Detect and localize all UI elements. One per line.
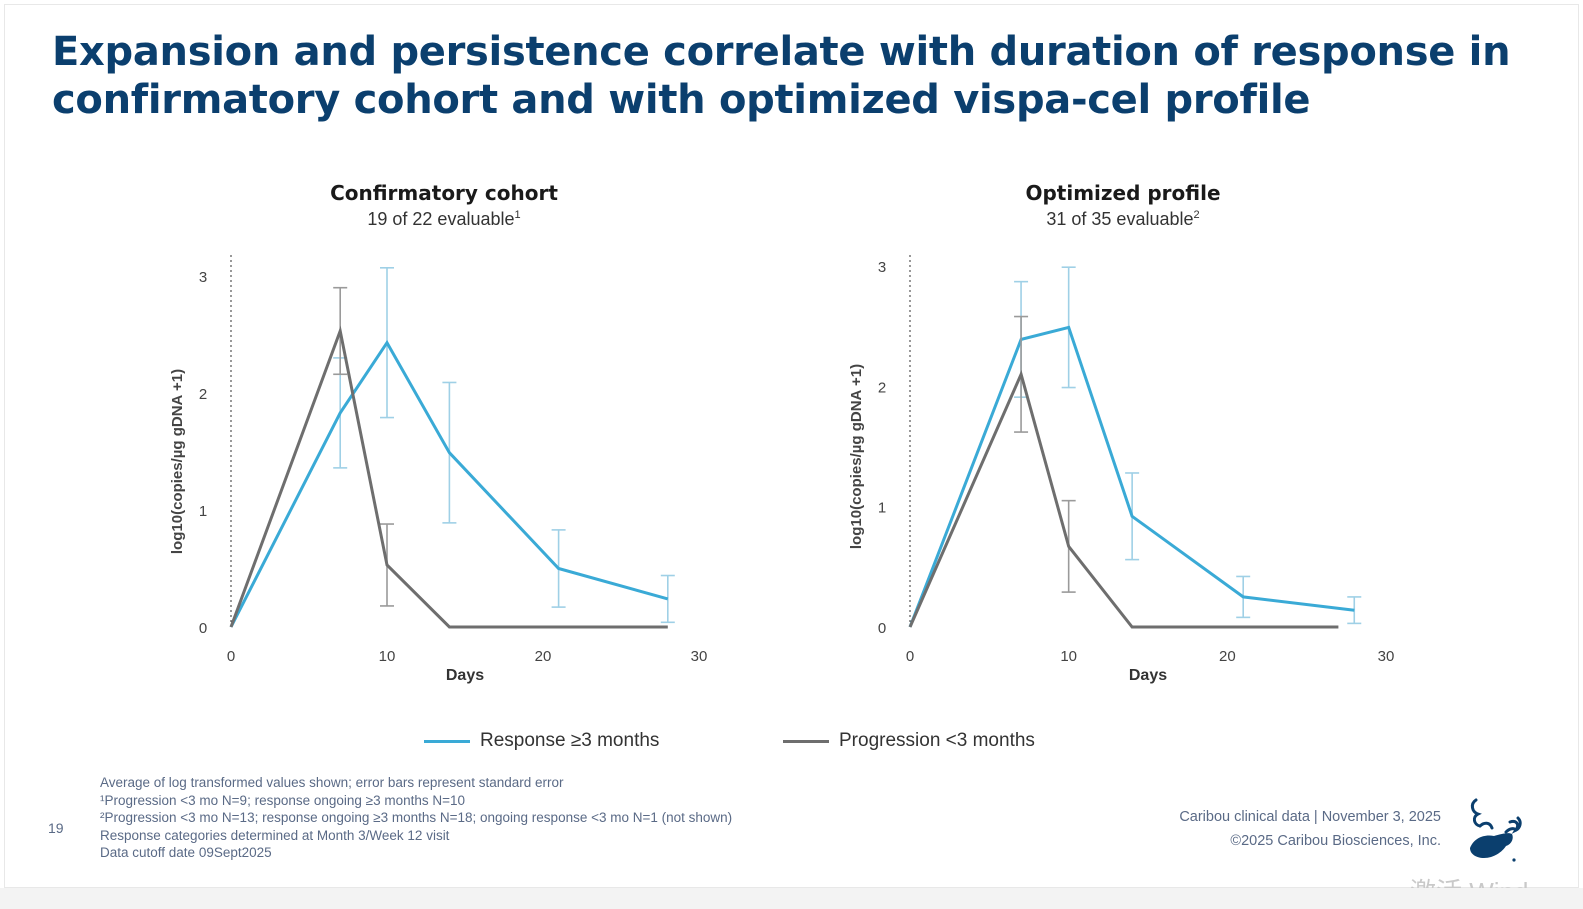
series-line-response (908, 325, 1355, 628)
footnote-line: ²Progression <3 mo N=13; response ongoin… (100, 810, 733, 826)
footnote-line: Average of log transformed values shown;… (100, 775, 564, 790)
legend-swatch-response (424, 739, 470, 743)
slide-title-line1: Expansion and persistence correlate with… (52, 29, 1511, 75)
series-line-progression (229, 325, 668, 629)
charts-canvas: Confirmatory cohort 19 of 22 evaluable1 0 1… (169, 181, 1395, 684)
y-tick-label: 3 (199, 269, 207, 286)
slide-title: Expansion and persistence correlate with… (52, 28, 1532, 124)
y-tick-label: 2 (199, 386, 207, 403)
x-tick-label: 10 (379, 648, 396, 665)
x-tick-label: 0 (227, 648, 235, 665)
chart-subtitle-footnote-ref: 1 (515, 209, 521, 221)
y-tick-label: 0 (199, 620, 207, 637)
chart-subtitle-footnote-ref: 2 (1194, 209, 1200, 221)
footnote-line: Response categories determined at Month … (100, 827, 450, 843)
chart-subtitle: 31 of 35 evaluable2 (1046, 209, 1199, 229)
series-line-progression (908, 369, 1339, 629)
credit-copyright: ©2025 Caribou Biosciences, Inc. (1230, 833, 1441, 849)
chart-title: Optimized profile (1025, 181, 1220, 205)
y-tick-label: 2 (878, 379, 886, 396)
y-tick-label: 3 (878, 259, 886, 276)
footnote-line: ¹Progression <3 mo N=9; response ongoing… (100, 792, 465, 808)
x-axis-label: Days (446, 667, 484, 684)
footnote-line: Data cutoff date 09Sept2025 (100, 845, 272, 861)
x-tick-label: 20 (535, 648, 552, 665)
x-tick-label: 30 (1378, 648, 1395, 665)
y-axis-label: log10(copies/µg gDNA +1) (169, 369, 186, 554)
legend-item-progression: Progression <3 months (783, 730, 1035, 752)
page-number: 19 (48, 820, 64, 836)
footnotes: Average of log transformed values shown;… (100, 774, 732, 862)
series-line-response (229, 339, 669, 628)
caribou-logo-icon (1470, 798, 1522, 862)
x-tick-label: 20 (1219, 648, 1236, 665)
bottom-strip (0, 888, 1583, 909)
x-axis-label: Days (1129, 667, 1167, 684)
chart-subtitle: 19 of 22 evaluable1 (367, 209, 520, 229)
x-tick-label: 10 (1060, 648, 1077, 665)
y-tick-label: 1 (878, 500, 886, 517)
x-tick-label: 0 (906, 648, 914, 665)
y-axis-label: log10(copies/µg gDNA +1) (848, 364, 865, 549)
chart-legend: Response ≥3 months Progression <3 months (0, 730, 1583, 758)
credit-date: Caribou clinical data | November 3, 2025 (1179, 809, 1441, 825)
slide-frame (4, 4, 1579, 888)
slide-title-line2: confirmatory cohort and with optimized v… (52, 77, 1311, 123)
x-tick-label: 30 (691, 648, 708, 665)
y-tick-label: 0 (878, 620, 886, 637)
chart-title: Confirmatory cohort (330, 181, 558, 205)
y-tick-label: 1 (199, 503, 207, 520)
legend-label-progression: Progression <3 months (839, 730, 1035, 751)
legend-label-response: Response ≥3 months (480, 730, 660, 751)
legend-swatch-progression (783, 739, 829, 743)
legend-item-response: Response ≥3 months (424, 730, 659, 752)
